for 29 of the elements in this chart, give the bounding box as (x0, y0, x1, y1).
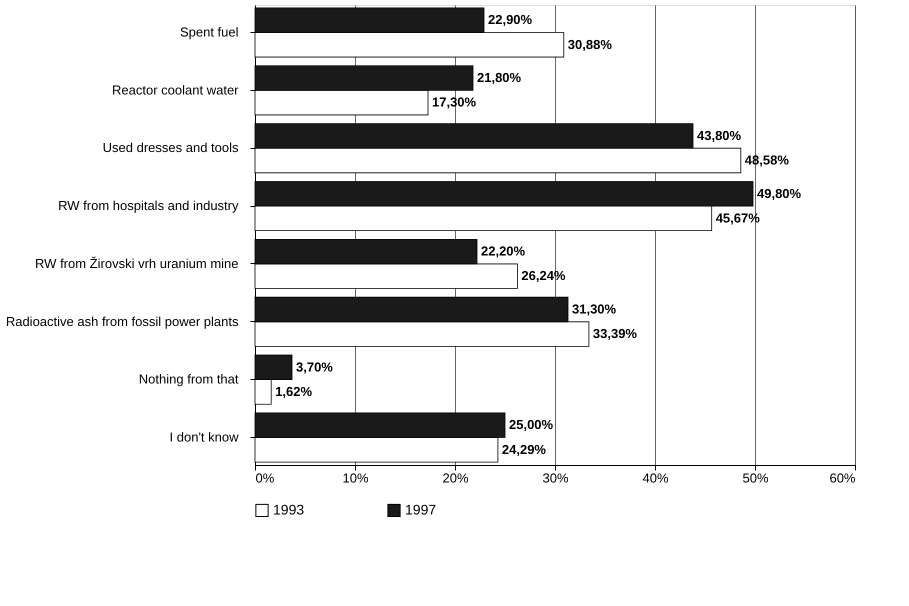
x-tick-label: 30% (542, 470, 569, 486)
y-tick-label: Nothing from that (138, 372, 239, 387)
x-tick-label: 50% (742, 470, 769, 486)
data-label: 3,70% (296, 359, 334, 374)
y-tick-label: RW from hospitals and industry (58, 198, 239, 214)
x-tick-label: 10% (342, 470, 369, 486)
y-tick-label: Radioactive ash from fossil power plants (6, 314, 239, 329)
x-tick-label: 40% (642, 470, 669, 486)
x-tick-label: 60% (829, 470, 856, 486)
data-label: 1,62% (275, 384, 312, 399)
data-label: 31,30% (572, 301, 617, 316)
legend-label: 1997 (405, 501, 436, 518)
x-tick-label: 20% (442, 470, 469, 486)
y-tick-label: Spent fuel (180, 24, 239, 40)
data-label: 33,39% (592, 326, 638, 342)
data-label: 30,88% (568, 36, 612, 52)
y-tick-label: Reactor coolant water (112, 82, 240, 98)
data-label: 21,80% (477, 70, 522, 86)
y-tick-label: I don't know (170, 430, 240, 445)
x-tick-label: 0% (256, 470, 275, 486)
data-label: 43,80% (697, 128, 742, 143)
y-tick-label: Used dresses and tools (102, 140, 239, 156)
data-label: 49,80% (757, 186, 802, 201)
data-label: 22,90% (488, 12, 533, 28)
data-label: 25,00% (509, 417, 554, 432)
legend-label: 1993 (273, 501, 304, 518)
data-label: 22,20% (481, 244, 526, 259)
data-label: 24,29% (502, 442, 546, 457)
y-tick-label: RW from Žirovski vrh uranium mine (35, 256, 238, 271)
